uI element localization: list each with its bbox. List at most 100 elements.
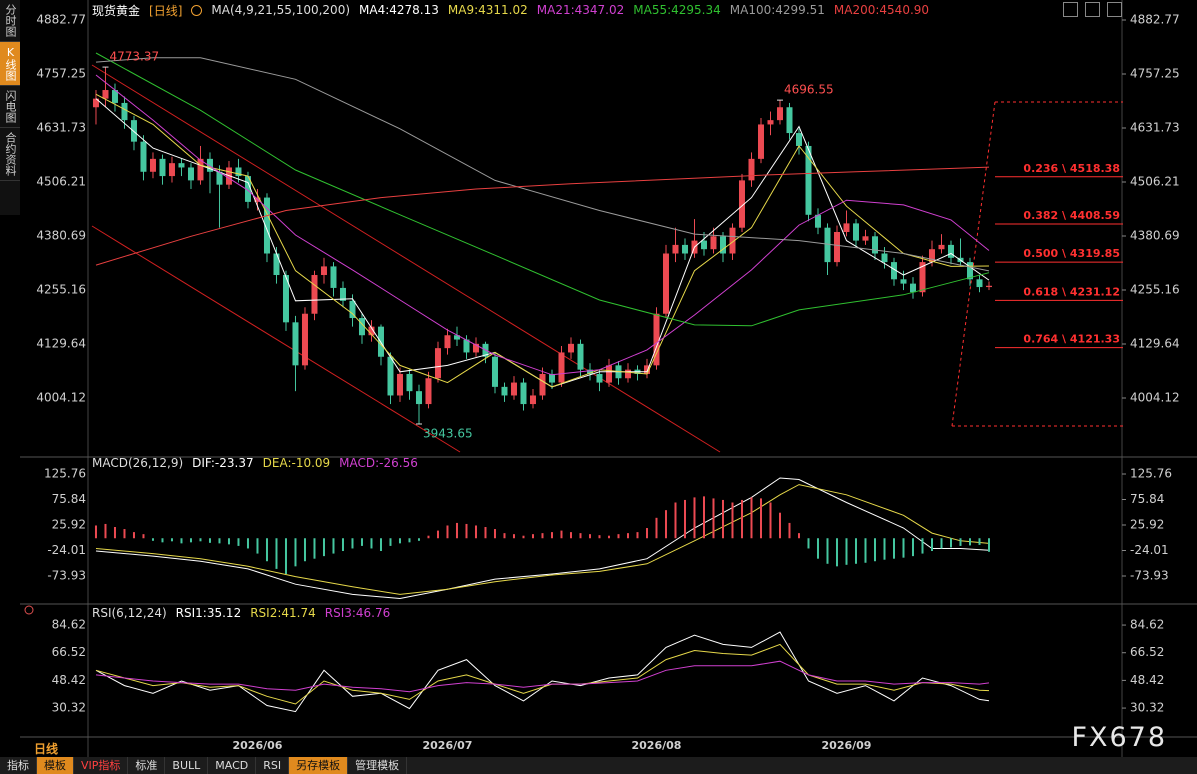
macd-bar [170,538,173,542]
indicator-line [95,57,990,272]
sidebar-tab[interactable]: 合约资料 [0,128,20,181]
macd-bar [465,523,468,539]
toolbar-tab[interactable]: 指标 [0,757,37,774]
toolbar-tab[interactable]: 模板 [37,757,74,774]
instrument-title: 现货黄金 [92,3,141,18]
tool-icon[interactable] [1107,2,1122,17]
sidebar-tab[interactable]: 分时图 [0,0,20,42]
macd-bar [142,534,145,539]
candle-body [368,326,375,336]
macd-bar [693,497,696,539]
macd-bar [987,538,990,552]
macd-bar [759,498,762,539]
macd-bar [455,522,458,539]
legend-item: DEA:-10.09 [262,456,331,470]
macd-bar [541,533,544,539]
macd-bar [645,528,648,539]
y-tick-label: 84.62 [1130,618,1164,632]
y-tick-label: 66.52 [52,645,86,659]
macd-bar [265,538,268,562]
fib-label: 0.618 \ 4231.12 [1023,285,1120,298]
tool-icon[interactable] [1085,2,1100,17]
indicator-line [95,98,990,388]
toolbar-tab[interactable]: RSI [256,757,290,774]
macd-bar [474,525,477,539]
macd-bar [940,538,943,549]
candle-body [206,158,213,172]
macd-bar [493,529,496,539]
toolbar-tab[interactable]: VIP指标 [74,757,129,774]
macd-bar [683,499,686,539]
y-tick-label: -73.93 [1130,569,1169,583]
macd-bar [180,538,183,544]
y-tick-label: 4506.21 [36,175,86,189]
legend-item: MA100:4299.51 [729,3,825,17]
macd-bar [408,538,411,543]
macd-bar [284,538,287,575]
candle-body [558,352,565,383]
macd-bar [379,538,382,552]
macd-bar [161,538,164,543]
indicator-name: MACD(26,12,9) [92,456,184,470]
macd-bar [778,512,781,539]
y-tick-label: -24.01 [1130,543,1169,557]
watermark: FX678 [1071,722,1167,753]
candle-body [805,145,812,215]
macd-bar [769,502,772,539]
candle-body [843,223,850,232]
toolbar-tab[interactable]: BULL [165,757,209,774]
add-icon[interactable] [191,4,203,16]
y-tick-label: 84.62 [52,618,86,632]
toolbar-tab[interactable]: 另存模板 [289,757,349,774]
indicator-line [95,643,990,705]
y-tick-label: 4129.64 [36,336,86,350]
macd-bar [417,538,420,541]
candle-body [748,158,755,181]
candle-body [919,262,926,293]
macd-bar [712,498,715,539]
macd-bar [835,538,838,567]
toolbar-tab[interactable]: 管理模板 [348,757,408,774]
y-tick-label: 75.84 [52,492,86,506]
legend-item: MA21:4347.02 [536,3,625,17]
toolbar-tab[interactable]: MACD [208,757,257,774]
y-tick-label: 4882.77 [1130,13,1180,27]
candle-body [776,107,783,121]
candle-body [729,227,736,254]
period-label[interactable]: 日线 [34,742,59,756]
y-tick-label: 30.32 [52,701,86,715]
candle-body [510,382,517,396]
candle-body [928,249,935,263]
y-tick-label: 25.92 [1130,518,1164,532]
candle-body [244,176,251,202]
legend-item: MA9:4311.02 [447,3,528,17]
macd-bar [522,535,525,539]
rsi-header: RSI(6,12,24) RSI1:35.12 RSI2:41.74 RSI3:46… [92,605,390,621]
toolbar-tab[interactable]: 标准 [128,757,166,774]
tool-icon[interactable] [1063,2,1078,17]
y-tick-label: 4631.73 [1130,121,1180,135]
y-tick-label: 4757.25 [36,67,86,81]
candle-body [301,313,308,366]
candle-body [491,356,498,387]
candle-body [178,163,185,168]
candle-body [596,373,603,383]
macd-bar [883,538,886,560]
indicator-line [95,660,990,693]
macd-bar [797,533,800,539]
candle-body [767,120,774,125]
indicator-name: RSI(6,12,24) [92,606,167,620]
fib-label: 0.382 \ 4408.59 [1023,209,1120,222]
y-tick-label: -24.01 [47,543,86,557]
macd-bar [275,538,278,569]
macd-bar [94,525,97,539]
candle-body [938,244,945,250]
panel-icon[interactable] [24,605,34,615]
sidebar-tab[interactable]: 闪电图 [0,86,20,128]
sidebar-tab[interactable]: K线图 [0,42,20,86]
macd-bar [294,538,297,567]
macd-bar [208,538,211,543]
candle-body [396,373,403,396]
